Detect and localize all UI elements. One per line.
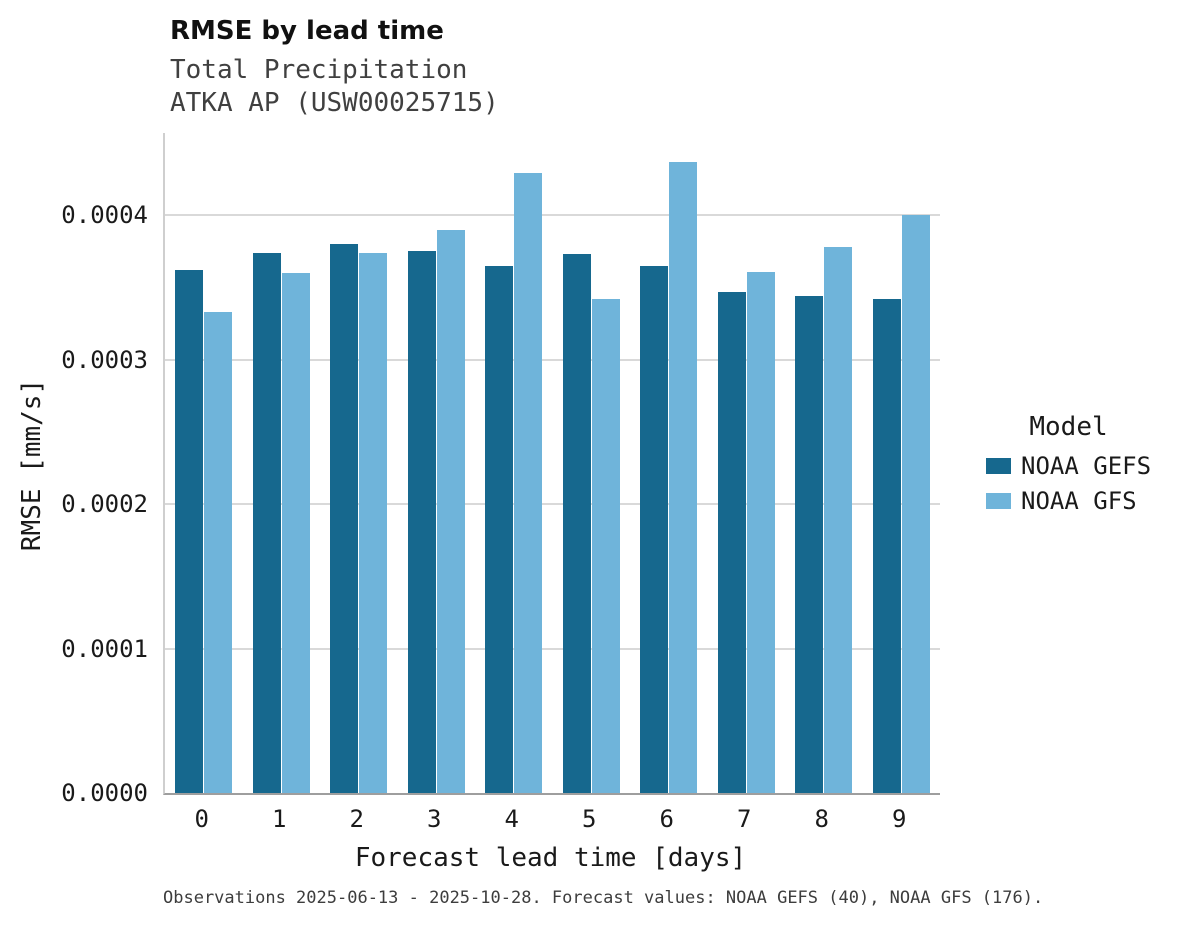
y-tick-label-0.0003: 0.0003 <box>61 345 148 374</box>
y-tick-label-0.0002: 0.0002 <box>61 490 148 519</box>
legend-item-noaa-gefs: NOAA GEFS <box>986 448 1176 483</box>
x-axis-title: Forecast lead time [days] <box>354 843 747 873</box>
x-tick-label-7: 7 <box>737 805 752 833</box>
x-tick-label-1: 1 <box>272 805 287 833</box>
x-tick-label-9: 9 <box>892 805 907 833</box>
bar-noaa-gefs-lead-3 <box>407 251 436 793</box>
plot-area <box>163 133 940 795</box>
legend-label-noaa-gefs: NOAA GEFS <box>1021 451 1152 480</box>
bar-noaa-gefs-lead-2 <box>330 244 359 793</box>
bar-noaa-gfs-lead-6 <box>669 162 698 793</box>
chart-title: RMSE by lead time <box>170 16 444 46</box>
legend-item-noaa-gfs: NOAA GFS <box>986 483 1176 518</box>
chart-header: RMSE by lead time Total Precipitation AT… <box>170 16 499 120</box>
bar-noaa-gefs-lead-5 <box>562 254 591 793</box>
bar-noaa-gefs-lead-8 <box>795 296 824 793</box>
bar-noaa-gfs-lead-2 <box>359 253 388 793</box>
legend-swatch-noaa-gefs <box>986 457 1011 474</box>
bar-noaa-gefs-lead-7 <box>717 292 746 793</box>
chart-subtitle-variable: Total Precipitation <box>170 55 468 85</box>
bar-group-lead-7 <box>708 272 786 793</box>
bar-noaa-gfs-lead-3 <box>436 230 465 793</box>
bar-group-lead-3 <box>398 230 476 793</box>
bar-group-lead-8 <box>785 247 863 793</box>
gridline-0.0004 <box>165 214 940 217</box>
bar-noaa-gfs-lead-1 <box>281 273 310 793</box>
x-axis-tick-labels: 0 1 2 3 4 5 6 7 8 9 <box>163 804 938 836</box>
x-tick-label-2: 2 <box>349 805 364 833</box>
bar-noaa-gfs-lead-9 <box>901 215 930 793</box>
x-tick-label-6: 6 <box>659 805 674 833</box>
legend-swatch-noaa-gfs <box>986 492 1011 509</box>
bar-noaa-gefs-lead-0 <box>175 270 204 793</box>
bar-noaa-gefs-lead-6 <box>640 266 669 793</box>
y-tick-label-0.0004: 0.0004 <box>61 201 148 230</box>
bar-group-lead-6 <box>630 162 708 793</box>
bar-group-lead-2 <box>320 244 398 793</box>
gridline-0.0001 <box>165 647 940 650</box>
bar-noaa-gfs-lead-7 <box>746 272 775 793</box>
legend: Model NOAA GEFS NOAA GFS <box>986 410 1176 518</box>
bar-noaa-gefs-lead-1 <box>252 253 281 793</box>
legend-title: Model <box>1029 412 1108 442</box>
bar-noaa-gefs-lead-9 <box>872 299 901 793</box>
bar-noaa-gfs-lead-5 <box>591 299 620 793</box>
bar-noaa-gfs-lead-8 <box>824 247 853 793</box>
bar-group-lead-5 <box>553 254 631 793</box>
x-tick-label-4: 4 <box>504 805 519 833</box>
bar-group-lead-0 <box>165 270 243 793</box>
x-tick-label-3: 3 <box>427 805 442 833</box>
y-tick-label-0.0000: 0.0000 <box>61 779 148 807</box>
y-axis-tick-labels: 0.0000 0.0001 0.0002 0.0003 0.0004 <box>0 0 148 928</box>
bar-noaa-gfs-lead-4 <box>514 173 543 793</box>
gridline-0.0003 <box>165 358 940 361</box>
x-tick-label-0: 0 <box>194 805 209 833</box>
gridline-0.0002 <box>165 503 940 506</box>
chart-subtitle-station: ATKA AP (USW00025715) <box>170 88 499 118</box>
bar-group-lead-4 <box>475 173 553 793</box>
bar-noaa-gefs-lead-4 <box>485 266 514 793</box>
bar-group-lead-9 <box>863 215 941 793</box>
x-tick-label-8: 8 <box>814 805 829 833</box>
bar-noaa-gfs-lead-0 <box>204 312 233 793</box>
legend-label-noaa-gfs: NOAA GFS <box>1021 486 1137 515</box>
legend-items: NOAA GEFS NOAA GFS <box>986 448 1176 518</box>
y-tick-label-0.0001: 0.0001 <box>61 634 148 663</box>
bar-group-lead-1 <box>243 253 321 793</box>
x-tick-label-5: 5 <box>582 805 597 833</box>
caption: Observations 2025-06-13 - 2025-10-28. Fo… <box>163 888 1044 908</box>
